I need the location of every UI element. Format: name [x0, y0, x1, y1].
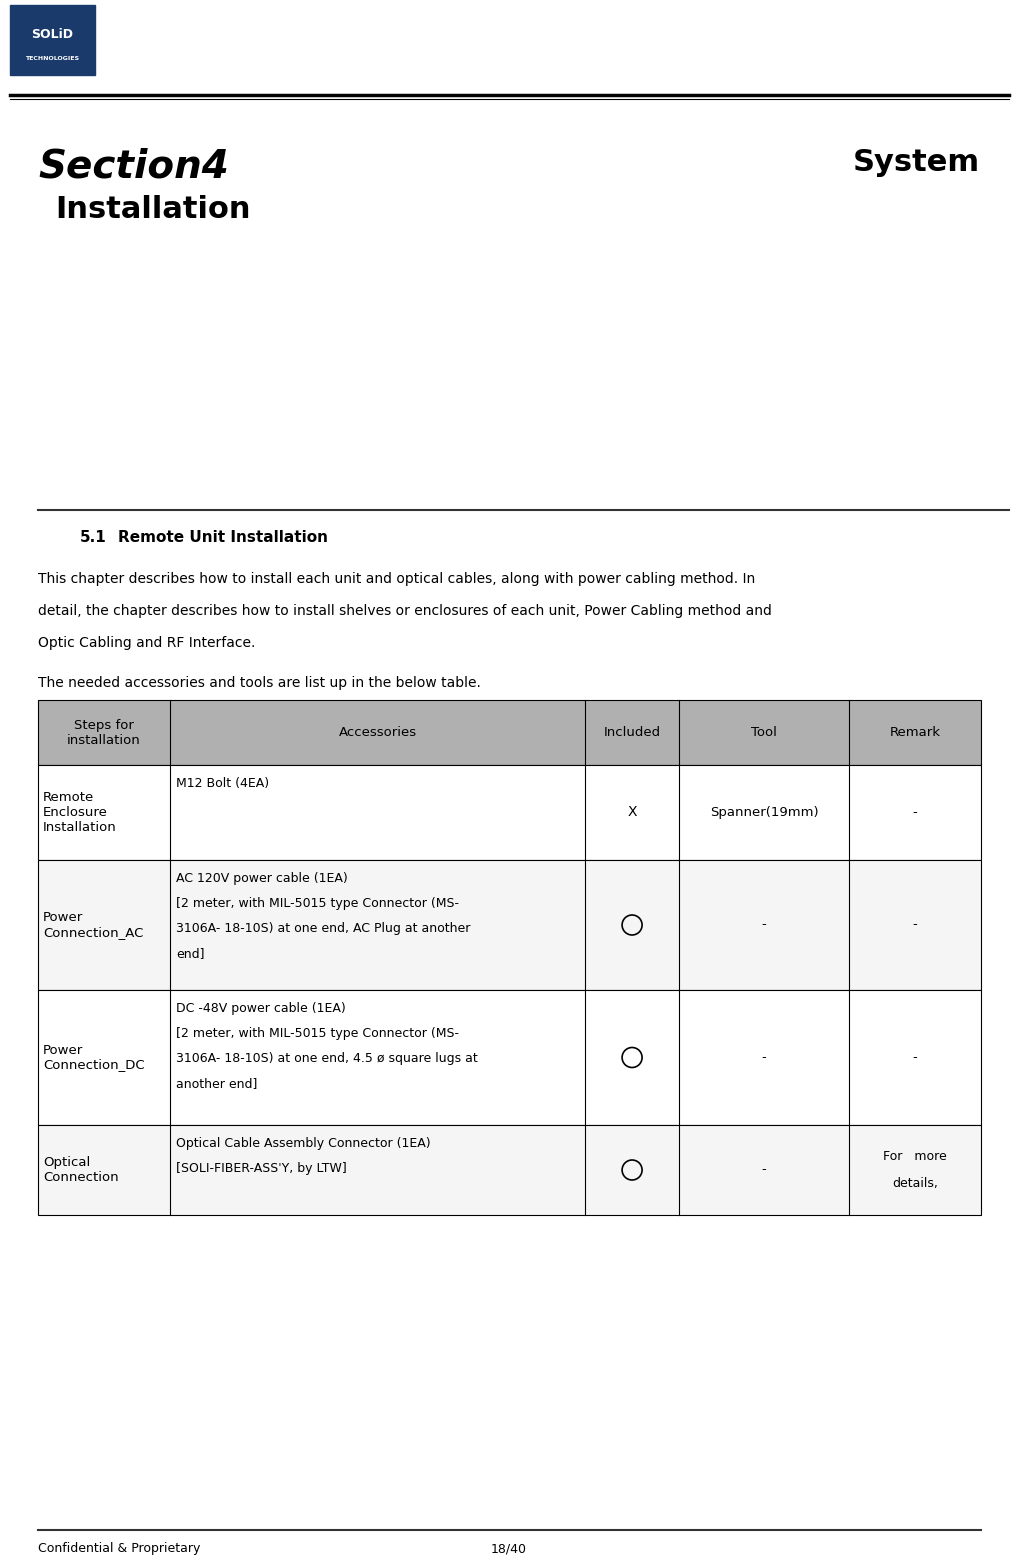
Text: Tool: Tool: [751, 725, 777, 739]
Text: detail, the chapter describes how to install shelves or enclosures of each unit,: detail, the chapter describes how to ins…: [38, 603, 771, 617]
Text: [2 meter, with MIL-5015 type Connector (MS-: [2 meter, with MIL-5015 type Connector (…: [176, 897, 459, 910]
Text: M12 Bolt (4EA): M12 Bolt (4EA): [176, 777, 269, 789]
Text: AC 120V power cable (1EA): AC 120V power cable (1EA): [176, 872, 347, 885]
Text: 3106A- 18-10S) at one end, AC Plug at another: 3106A- 18-10S) at one end, AC Plug at an…: [176, 922, 471, 935]
Text: Included: Included: [603, 725, 660, 739]
Text: For   more: For more: [883, 1150, 947, 1163]
Text: -: -: [762, 919, 766, 932]
Text: The needed accessories and tools are list up in the below table.: The needed accessories and tools are lis…: [38, 677, 481, 689]
Text: Remote Unit Installation: Remote Unit Installation: [118, 530, 328, 545]
Text: Optical Cable Assembly Connector (1EA): Optical Cable Assembly Connector (1EA): [176, 1136, 431, 1150]
Text: TECHNOLOGIES: TECHNOLOGIES: [24, 56, 79, 61]
Text: -: -: [913, 807, 917, 819]
Text: Remark: Remark: [890, 725, 941, 739]
Text: Steps for
installation: Steps for installation: [67, 719, 141, 747]
Bar: [10, 5, 95, 75]
Text: -: -: [762, 1050, 766, 1064]
Text: 18/40: 18/40: [491, 1543, 527, 1555]
Text: 3106A- 18-10S) at one end, 4.5 ø square lugs at: 3106A- 18-10S) at one end, 4.5 ø square …: [176, 1052, 478, 1064]
Text: X: X: [628, 805, 637, 819]
Bar: [38, 700, 981, 764]
Text: Spanner(19mm): Spanner(19mm): [710, 807, 818, 819]
Text: Accessories: Accessories: [338, 725, 417, 739]
Text: Installation: Installation: [55, 195, 251, 224]
Text: [SOLI-FIBER-ASSˈY, by LTW]: [SOLI-FIBER-ASSˈY, by LTW]: [176, 1161, 346, 1175]
Bar: [38, 989, 981, 1125]
Text: details,: details,: [892, 1177, 937, 1189]
Bar: [38, 764, 981, 860]
Text: another end]: another end]: [176, 1077, 258, 1089]
Text: -: -: [913, 919, 917, 932]
Text: System: System: [853, 148, 980, 177]
Text: -: -: [762, 1163, 766, 1177]
Text: Optical
Connection: Optical Connection: [43, 1157, 118, 1185]
Text: Optic Cabling and RF Interface.: Optic Cabling and RF Interface.: [38, 636, 256, 650]
Text: Section4: Section4: [38, 148, 228, 186]
Text: SOLiD: SOLiD: [31, 28, 73, 42]
Text: Power
Connection_AC: Power Connection_AC: [43, 911, 144, 939]
Bar: [38, 860, 981, 989]
Text: -: -: [913, 1050, 917, 1064]
Text: Remote
Enclosure
Installation: Remote Enclosure Installation: [43, 791, 117, 835]
Text: DC -48V power cable (1EA): DC -48V power cable (1EA): [176, 1002, 345, 1014]
Text: end]: end]: [176, 947, 205, 960]
Text: 5.1: 5.1: [81, 530, 107, 545]
Text: Confidential & Proprietary: Confidential & Proprietary: [38, 1543, 201, 1555]
Bar: [38, 1125, 981, 1214]
Text: [2 meter, with MIL-5015 type Connector (MS-: [2 meter, with MIL-5015 type Connector (…: [176, 1027, 459, 1039]
Text: Power
Connection_DC: Power Connection_DC: [43, 1044, 145, 1072]
Text: This chapter describes how to install each unit and optical cables, along with p: This chapter describes how to install ea…: [38, 572, 755, 586]
